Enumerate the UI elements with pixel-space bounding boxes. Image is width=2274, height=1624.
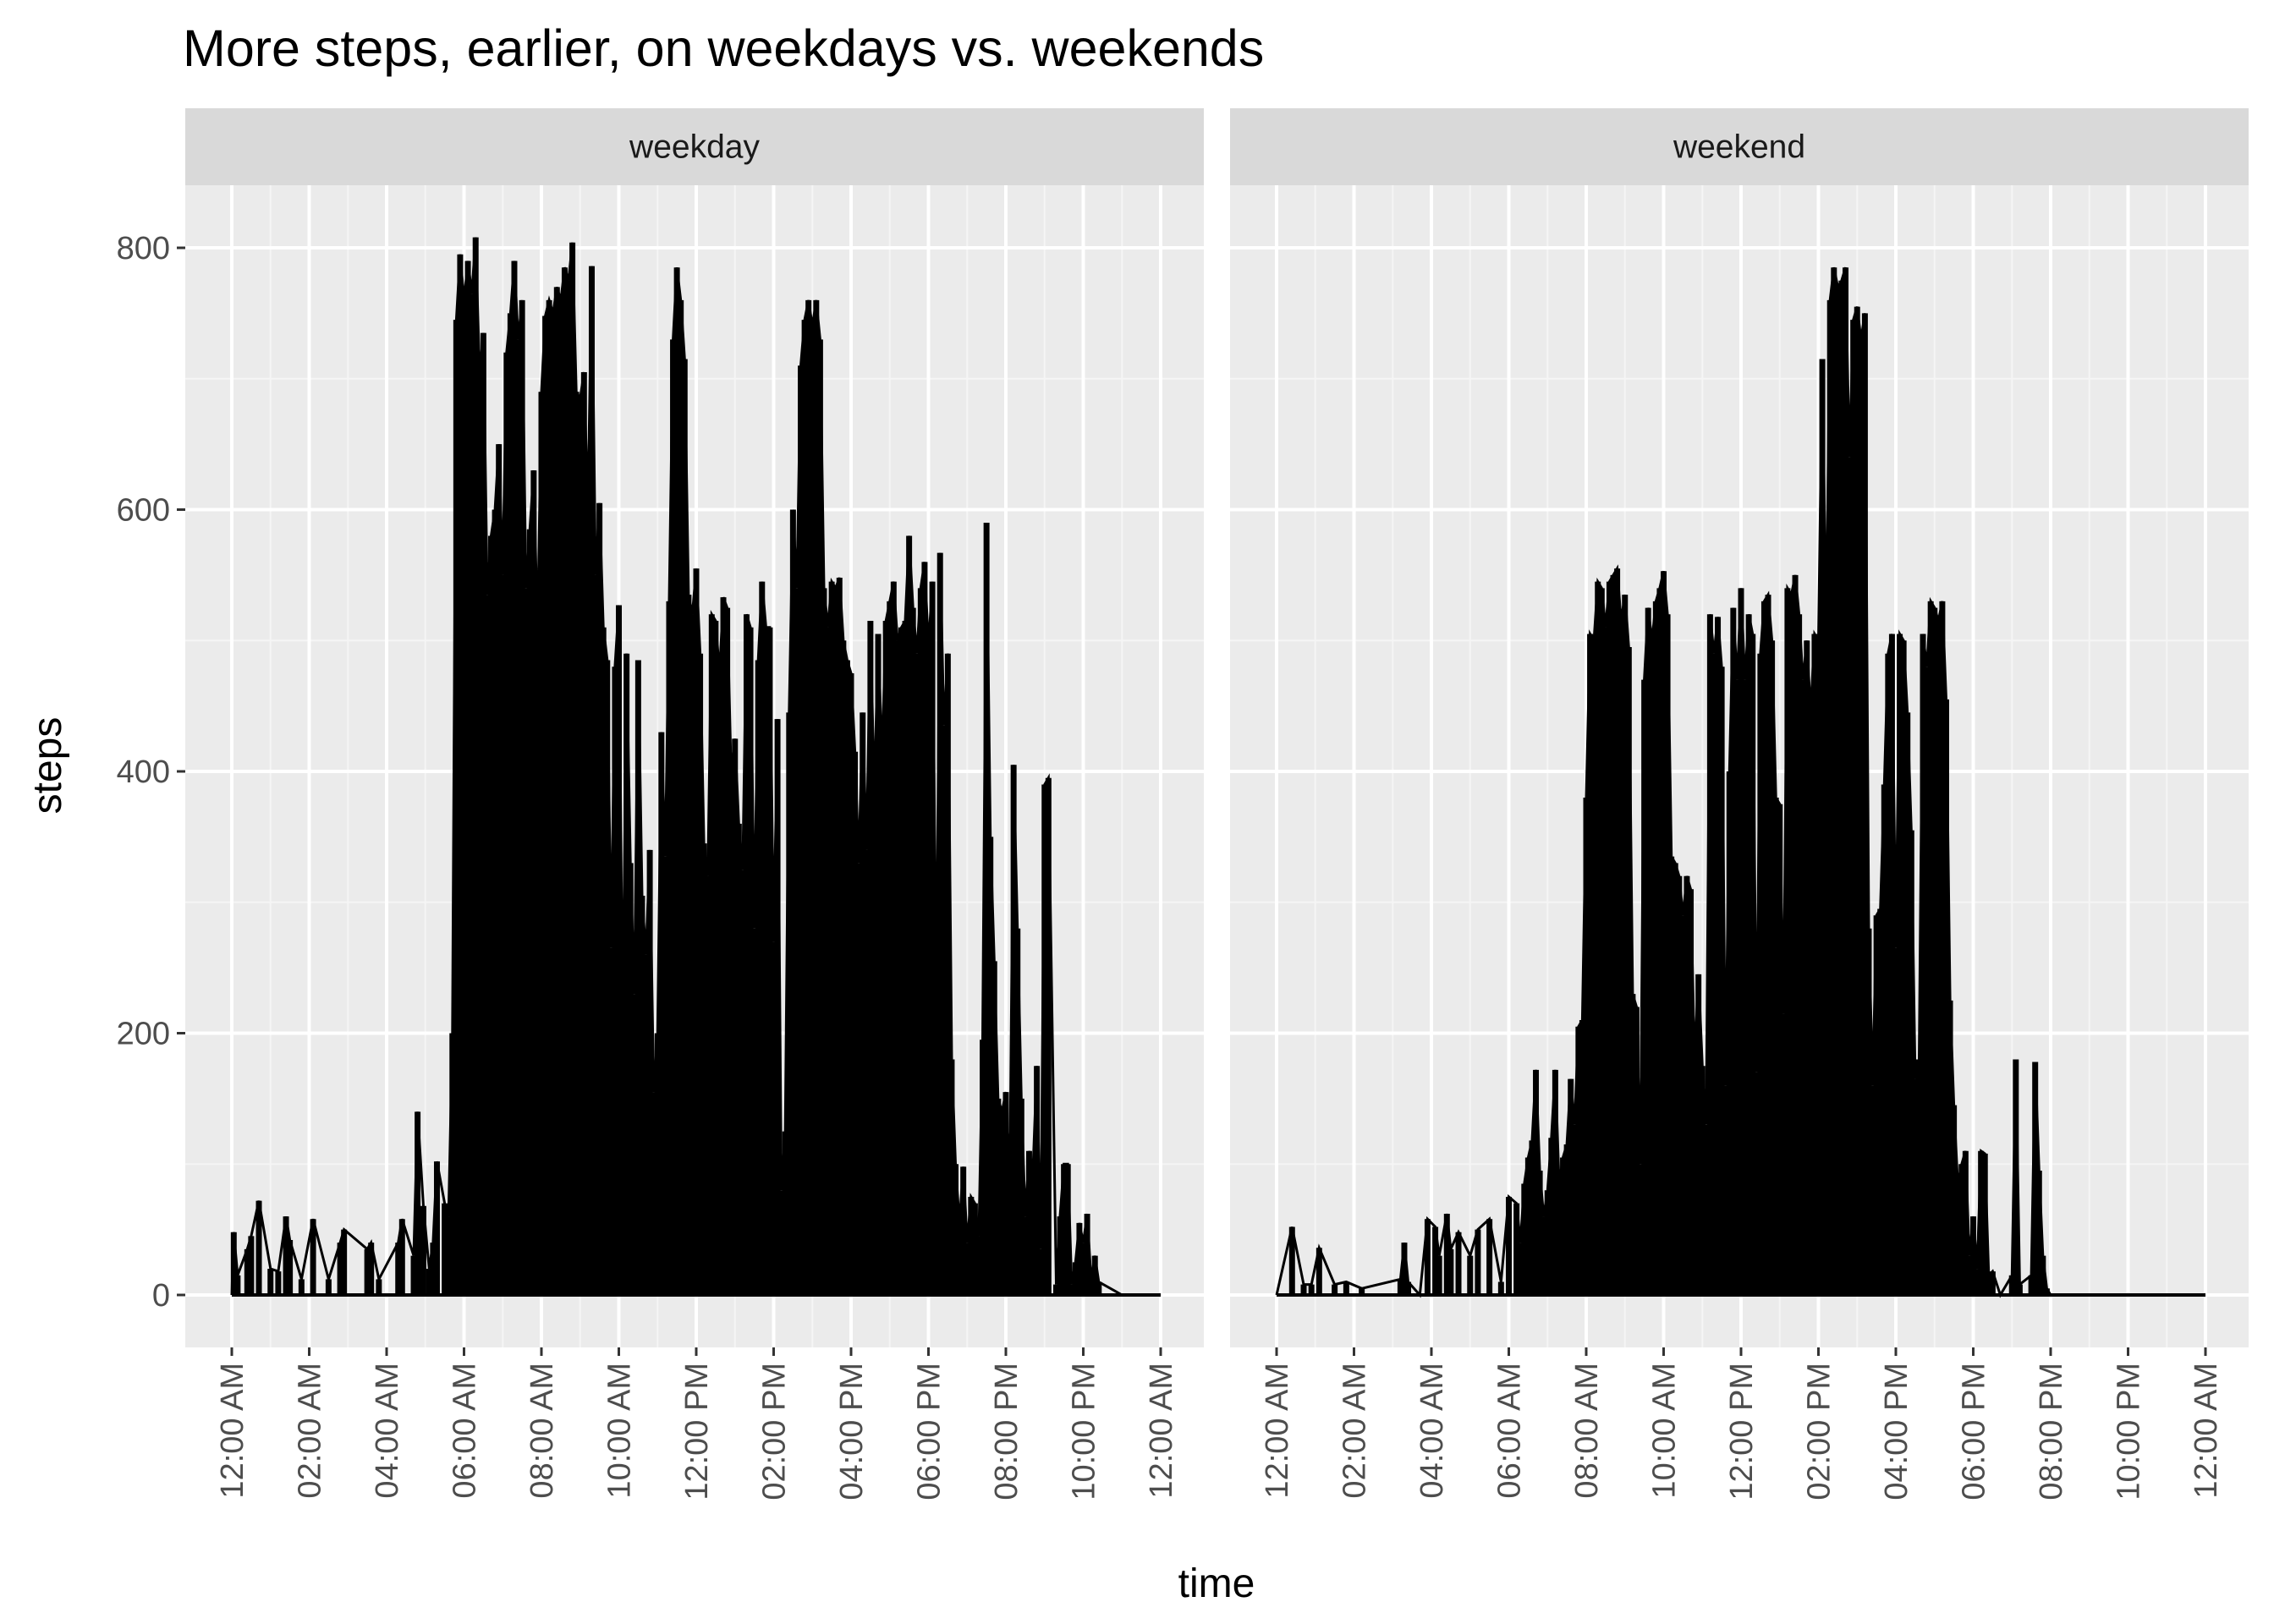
series-line (230, 237, 1161, 1297)
series-line (1275, 266, 2205, 1298)
facet-strip (1230, 108, 2249, 185)
x-tick-label: 02:00 AM (293, 1363, 328, 1499)
x-tick-label: 12:00 AM (2189, 1363, 2224, 1499)
y-tick-label: 400 (117, 754, 170, 790)
y-tick-label: 0 (152, 1278, 170, 1314)
x-tick-label: 06:00 PM (1957, 1363, 1992, 1501)
x-tick-label: 02:00 PM (757, 1363, 793, 1501)
facet-strip (185, 108, 1204, 185)
x-axis-title: time (1178, 1561, 1255, 1606)
x-tick-label: 06:00 AM (448, 1363, 483, 1499)
x-tick-label: 06:00 AM (1492, 1363, 1528, 1499)
x-tick-label: 04:00 AM (1414, 1363, 1450, 1499)
x-tick-label: 10:00 AM (1647, 1363, 1683, 1499)
x-tick-label: 10:00 PM (2112, 1363, 2147, 1501)
x-tick-label: 08:00 AM (525, 1363, 560, 1499)
x-tick-label: 04:00 PM (834, 1363, 870, 1501)
chart-title: More steps, earlier, on weekdays vs. wee… (183, 19, 1264, 77)
x-tick-label: 02:00 AM (1337, 1363, 1373, 1499)
x-tick-label: 12:00 PM (1724, 1363, 1760, 1501)
x-tick-label: 12:00 AM (1260, 1363, 1295, 1499)
y-tick-label: 200 (117, 1017, 170, 1052)
y-tick-label: 600 (117, 493, 170, 529)
x-tick-label: 06:00 PM (912, 1363, 948, 1501)
x-tick-label: 12:00 PM (679, 1363, 715, 1501)
y-axis-title: steps (25, 717, 70, 815)
facet-strip-label: weekday (629, 129, 760, 166)
series-steps (230, 237, 1161, 1297)
x-tick-label: 02:00 PM (1802, 1363, 1837, 1501)
panel-weekend: weekend 12:00 AM 02:00 AM 04:00 AM 06:00 AM 0… (1230, 108, 2249, 1501)
x-tick-label: 12:00 AM (215, 1363, 250, 1499)
facet-panels: weekday 0 200 400 600 800 12:00 AM 02:00 AM 04:0… (117, 108, 2249, 1501)
x-tick-label: 12:00 AM (1144, 1363, 1179, 1499)
x-tick-label: 04:00 AM (370, 1363, 405, 1499)
y-tick-label: 800 (117, 231, 170, 266)
x-tick-label: 08:00 PM (989, 1363, 1024, 1501)
x-tick-label: 08:00 AM (1569, 1363, 1605, 1499)
series-steps (1275, 266, 2205, 1298)
facet-strip-label: weekend (1673, 129, 1805, 166)
panel-weekday: weekday 0 200 400 600 800 12:00 AM 02:00 AM 04:0… (117, 108, 1204, 1501)
x-tick-label: 10:00 AM (602, 1363, 638, 1499)
x-tick-label: 10:00 PM (1067, 1363, 1102, 1501)
x-tick-label: 04:00 PM (1879, 1363, 1914, 1501)
x-tick-label: 08:00 PM (2034, 1363, 2069, 1501)
